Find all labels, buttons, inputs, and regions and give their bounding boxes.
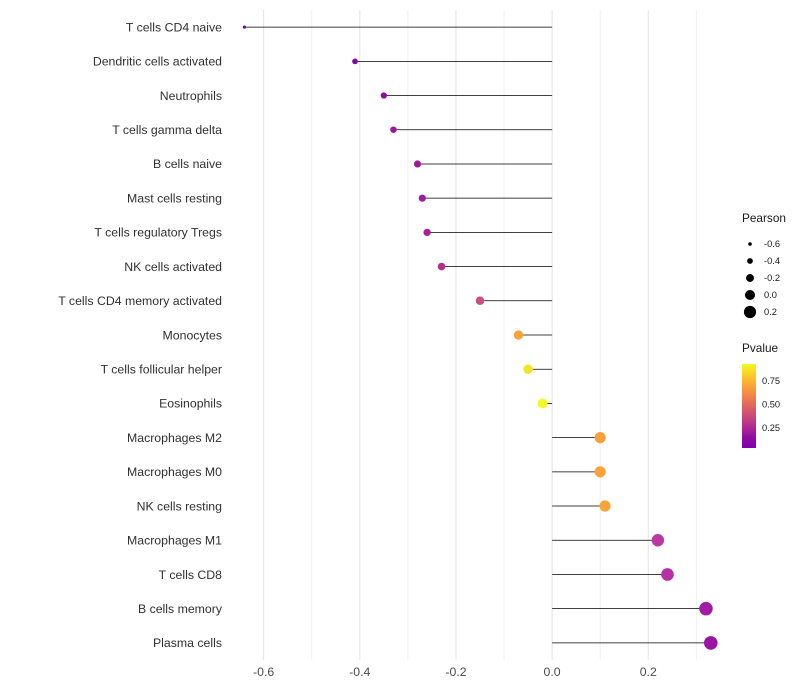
category-label: B cells naive [153,157,222,171]
lollipop-point [523,364,533,374]
lollipop-row: T cells regulatory Tregs [94,226,553,240]
lollipop-row: Neutrophils [160,89,553,103]
legend-size-dot [747,258,753,264]
x-axis: -0.6 -0.4 -0.2 0.0 0.2 [253,665,657,679]
category-label: T cells CD4 memory activated [58,294,222,308]
lollipop-point [413,160,422,168]
category-label: Mast cells resting [127,191,222,205]
lollipop-rows: T cells CD4 naive Dendritic cells activat… [58,20,718,650]
legend-gradient-label: 0.75 [762,376,780,386]
lollipop-row: NK cells activated [124,260,553,274]
legend-pearson-size: Pearson -0.6 -0.4 -0.2 0.0 0.2 [742,211,786,319]
lollipop-row: Macrophages M1 [127,534,665,548]
lollipop-row: T cells CD4 memory activated [58,294,553,308]
lollipop-row: Dendritic cells activated [93,55,553,69]
legend-size-label: 0.0 [764,290,777,300]
lollipop-row: Macrophages M0 [127,465,606,479]
lollipop-point [242,25,247,29]
lollipop-point [651,534,665,547]
category-label: Dendritic cells activated [93,55,222,69]
legend-gradient-label: 0.25 [762,423,780,433]
lollipop-point [475,296,485,306]
category-label: T cells CD8 [159,568,222,582]
lollipop-point [352,58,358,65]
lollipop-row: NK cells resting [137,499,611,513]
category-label: Monocytes [163,328,222,342]
x-tick-label: -0.6 [253,665,274,679]
category-label: Macrophages M0 [127,465,222,479]
x-tick-label: 0.0 [544,665,561,679]
x-tick-label: -0.2 [445,665,466,679]
lollipop-point [537,398,548,409]
category-label: Plasma cells [153,636,222,650]
category-label: NK cells resting [137,499,223,513]
lollipop-row: B cells naive [153,157,553,171]
category-label: T cells follicular helper [101,363,222,377]
lollipop-point [594,466,606,478]
legend-size-label: -0.2 [764,273,780,283]
lollipop-point [423,228,431,237]
legend-size-label: -0.4 [764,256,780,266]
category-label: NK cells activated [124,260,222,274]
category-label: T cells regulatory Tregs [94,226,222,240]
x-tick-label: 0.2 [640,665,657,679]
legend-pearson-title: Pearson [742,211,786,225]
lollipop-row: Eosinophils [159,397,553,411]
lollipop-point [513,330,524,340]
legend-size-label: 0.2 [764,307,777,317]
lollipop-point [703,636,718,650]
category-label: Neutrophils [160,89,222,103]
gridlines [263,10,697,660]
lollipop-row: T cells CD8 [159,568,674,582]
category-label: T cells gamma delta [112,123,222,137]
legend-pvalue-color: Pvalue 0.75 0.50 0.25 [742,341,780,448]
lollipop-row: T cells gamma delta [112,123,553,137]
lollipop-row: T cells CD4 naive [126,20,553,34]
lollipop-point [437,262,446,271]
x-tick-label: -0.4 [349,665,370,679]
legend-size-dot [743,305,757,319]
lollipop-point [380,92,387,99]
category-label: Eosinophils [159,397,222,411]
lollipop-point [390,126,397,133]
lollipop-point [699,601,713,616]
legend-size-dot [748,242,752,246]
category-label: B cells memory [138,602,223,616]
lollipop-row: Monocytes [163,328,553,342]
lollipop-point [418,194,426,202]
legend-size-dot [746,274,754,282]
category-label: Macrophages M2 [127,431,222,445]
lollipop-row: T cells follicular helper [101,363,553,377]
legend-size-label: -0.6 [764,239,780,249]
lollipop-row: Macrophages M2 [127,431,606,445]
legend-gradient-label: 0.50 [762,399,780,409]
lollipop-point [594,432,606,444]
category-label: Macrophages M1 [127,534,222,548]
legend-gradient-bar [742,364,756,448]
lollipop-point [599,500,611,512]
lollipop-point [661,568,674,581]
lollipop-row: Plasma cells [153,636,718,650]
lollipop-row: Mast cells resting [127,191,553,205]
lollipop-row: B cells memory [138,601,713,616]
legend-pvalue-title: Pvalue [742,341,779,355]
category-label: T cells CD4 naive [126,20,222,34]
legend-size-dot [744,289,756,301]
